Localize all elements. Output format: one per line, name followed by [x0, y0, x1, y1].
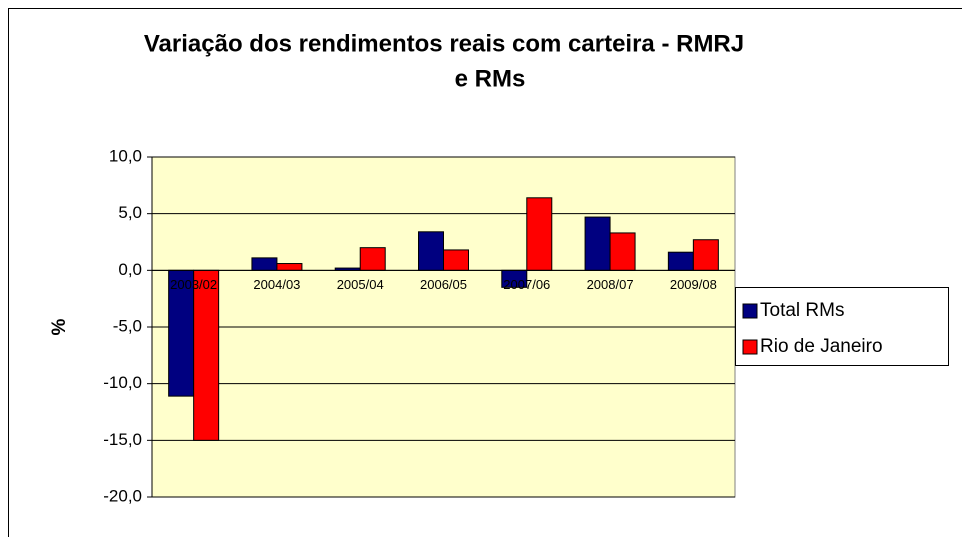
bar: [418, 231, 444, 271]
bar: [359, 247, 386, 271]
y-tick-label: 10,0: [109, 146, 142, 165]
bar: [193, 269, 220, 441]
legend-box: [735, 287, 949, 366]
chart-title: Variação dos rendimentos reais com carte…: [144, 30, 744, 57]
y-tick-label: 0,0: [118, 260, 142, 279]
bar: [276, 263, 303, 271]
bar: [692, 239, 719, 271]
bar: [609, 232, 636, 271]
x-tick-label: 2009/08: [670, 277, 717, 292]
x-tick-label: 2007/06: [503, 277, 550, 292]
legend-label: Total RMs: [760, 300, 844, 321]
x-tick-label: 2006/05: [420, 277, 467, 292]
y-axis-label: %: [49, 318, 70, 335]
bar: [443, 249, 469, 271]
chart-title: e RMs: [455, 65, 526, 92]
legend-swatch: [742, 303, 758, 319]
x-tick-label: 2004/03: [253, 277, 300, 292]
y-tick-label: -20,0: [103, 486, 142, 505]
y-tick-label: -5,0: [113, 316, 142, 335]
legend-swatch: [742, 339, 758, 355]
bar: [667, 251, 694, 271]
bar: [168, 269, 195, 397]
bar: [584, 216, 611, 271]
x-tick-label: 2003/02: [170, 277, 217, 292]
x-tick-label: 2005/04: [337, 277, 384, 292]
bar: [526, 197, 553, 271]
bar: [251, 257, 278, 271]
y-tick-label: -15,0: [103, 430, 142, 449]
legend-label: Rio de Janeiro: [760, 336, 883, 357]
y-tick-label: -10,0: [103, 373, 142, 392]
x-tick-label: 2008/07: [587, 277, 634, 292]
y-tick-label: 5,0: [118, 203, 142, 222]
